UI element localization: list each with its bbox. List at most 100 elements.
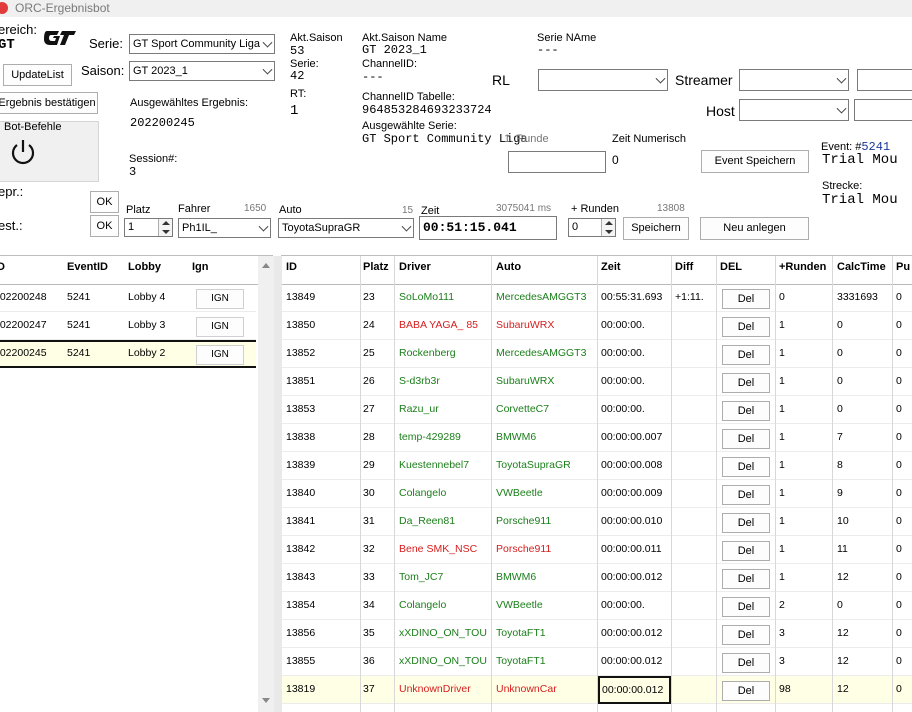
- row-pu: 0: [896, 515, 902, 527]
- row-zeit: 00:00:00.: [601, 319, 645, 331]
- power-icon[interactable]: [10, 138, 36, 166]
- row-platz: 28: [363, 431, 375, 443]
- spin-buttons[interactable]: [158, 219, 172, 236]
- right-header-runden: +Runden: [779, 261, 827, 273]
- platz-stepper[interactable]: 1: [124, 218, 173, 237]
- row-driver: Rockenberg: [399, 347, 456, 359]
- session-value: 3: [129, 165, 137, 179]
- runden-stepper[interactable]: 0: [568, 218, 616, 237]
- row-pu: 0: [896, 375, 902, 387]
- delete-row-button[interactable]: Del: [722, 541, 770, 561]
- column-divider: [775, 256, 776, 712]
- delete-row-button[interactable]: Del: [722, 569, 770, 589]
- row-pu: 0: [896, 683, 902, 695]
- row-id: 13852: [286, 347, 316, 359]
- update-list-button[interactable]: UpdateList: [3, 64, 72, 86]
- ign-button[interactable]: IGN: [196, 345, 244, 365]
- row-id: 13854: [286, 599, 316, 611]
- left-scrollbar[interactable]: [258, 256, 274, 712]
- ok-button-2[interactable]: OK: [90, 215, 119, 237]
- delete-row-button[interactable]: Del: [722, 681, 770, 701]
- scroll-down-icon[interactable]: [262, 698, 270, 703]
- delete-row-button[interactable]: Del: [722, 373, 770, 393]
- row-calctime: 8: [837, 459, 843, 471]
- row-pu: 0: [896, 459, 902, 471]
- column-divider: [832, 256, 833, 712]
- delete-row-button[interactable]: Del: [722, 289, 770, 309]
- serie-select[interactable]: GT Sport Community Liga: [129, 34, 275, 54]
- host-select[interactable]: [739, 99, 849, 121]
- zeit-input[interactable]: 00:51:15.041: [419, 216, 557, 240]
- row-driver: SoLoMo111: [399, 291, 455, 303]
- lobby-row-eventid: 5241: [67, 291, 91, 303]
- delete-row-button[interactable]: Del: [722, 597, 770, 617]
- streamer-select[interactable]: [739, 69, 849, 91]
- event-speichern-button[interactable]: Event Speichern: [701, 150, 809, 173]
- delete-row-button[interactable]: Del: [722, 317, 770, 337]
- delete-row-button[interactable]: Del: [722, 513, 770, 533]
- runden-value: 0: [572, 221, 579, 233]
- channel-id-label: ChannelID:: [362, 58, 418, 70]
- row-platz: 32: [363, 543, 375, 555]
- serie-label: Serie:: [89, 36, 123, 51]
- event-label: Event: #5241: [821, 140, 890, 154]
- delete-row-button[interactable]: Del: [722, 485, 770, 505]
- akt-saison-value: 53: [290, 44, 305, 58]
- repr-label: epr.:: [0, 184, 24, 199]
- row-platz: 34: [363, 599, 375, 611]
- event-id: 5241: [861, 140, 891, 154]
- splitter[interactable]: [274, 256, 282, 712]
- delete-row-button[interactable]: Del: [722, 429, 770, 449]
- runde-input[interactable]: [508, 151, 606, 173]
- saison-select[interactable]: GT 2023_1: [129, 61, 275, 81]
- ausgewaehlte-serie-value: GT Sport Community Liga: [362, 132, 528, 146]
- rl-select[interactable]: [538, 69, 668, 91]
- row-zeit: 00:55:31.693: [601, 291, 663, 303]
- saison-label: Saison:: [81, 63, 125, 78]
- row-calctime: 9: [837, 487, 843, 499]
- row-id: 13840: [286, 487, 316, 499]
- delete-row-button[interactable]: Del: [722, 345, 770, 365]
- delete-row-button[interactable]: Del: [722, 401, 770, 421]
- scroll-up-icon[interactable]: [262, 263, 270, 268]
- speichern-button[interactable]: Speichern: [623, 217, 689, 240]
- row-calctime: 12: [837, 683, 849, 695]
- streamer-extra-field[interactable]: [857, 69, 912, 91]
- bot-befehle-group: [0, 121, 99, 182]
- neu-anlegen-button[interactable]: Neu anlegen: [700, 217, 809, 240]
- row-zeit: 00:00:00.008: [601, 459, 663, 471]
- ergebnis-bestaetigen-button[interactable]: Ergebnis bestätigen: [0, 92, 98, 114]
- ok-button-1[interactable]: OK: [90, 191, 119, 213]
- row-runden: 1: [779, 487, 785, 499]
- lobby-row[interactable]: [0, 312, 256, 340]
- runde-overlap-label: 1. Runde: [504, 133, 549, 145]
- row-platz: 35: [363, 627, 375, 639]
- row-calctime: 0: [837, 599, 843, 611]
- delete-row-button[interactable]: Del: [722, 653, 770, 673]
- fahrer-select[interactable]: Ph1IL_: [178, 218, 271, 238]
- delete-row-button[interactable]: Del: [722, 457, 770, 477]
- row-platz: 23: [363, 291, 375, 303]
- row-platz: 33: [363, 571, 375, 583]
- spin-buttons[interactable]: [601, 219, 615, 236]
- ign-button[interactable]: IGN: [196, 317, 244, 337]
- row-platz: 31: [363, 515, 375, 527]
- row-pu: 0: [896, 431, 902, 443]
- row-calctime: 7: [837, 431, 843, 443]
- lobby-row[interactable]: [0, 284, 256, 312]
- ign-button[interactable]: IGN: [196, 289, 244, 309]
- rl-label: RL: [492, 72, 510, 88]
- row-calctime: 0: [837, 319, 843, 331]
- test-label: est.:: [0, 218, 23, 233]
- row-id: 13838: [286, 431, 316, 443]
- row-pu: 0: [896, 599, 902, 611]
- chevron-down-icon: [836, 73, 847, 84]
- right-header-platz: Platz: [363, 261, 389, 273]
- delete-row-button[interactable]: Del: [722, 625, 770, 645]
- row-id: 13849: [286, 291, 316, 303]
- host-extra-field[interactable]: [854, 99, 912, 121]
- row-zeit: 00:00:00.012: [601, 627, 663, 639]
- row-driver: Kuestennebel7: [399, 459, 470, 471]
- auto-select[interactable]: ToyotaSupraGR: [278, 218, 414, 238]
- row-auto: ToyotaSupraGR: [496, 459, 571, 471]
